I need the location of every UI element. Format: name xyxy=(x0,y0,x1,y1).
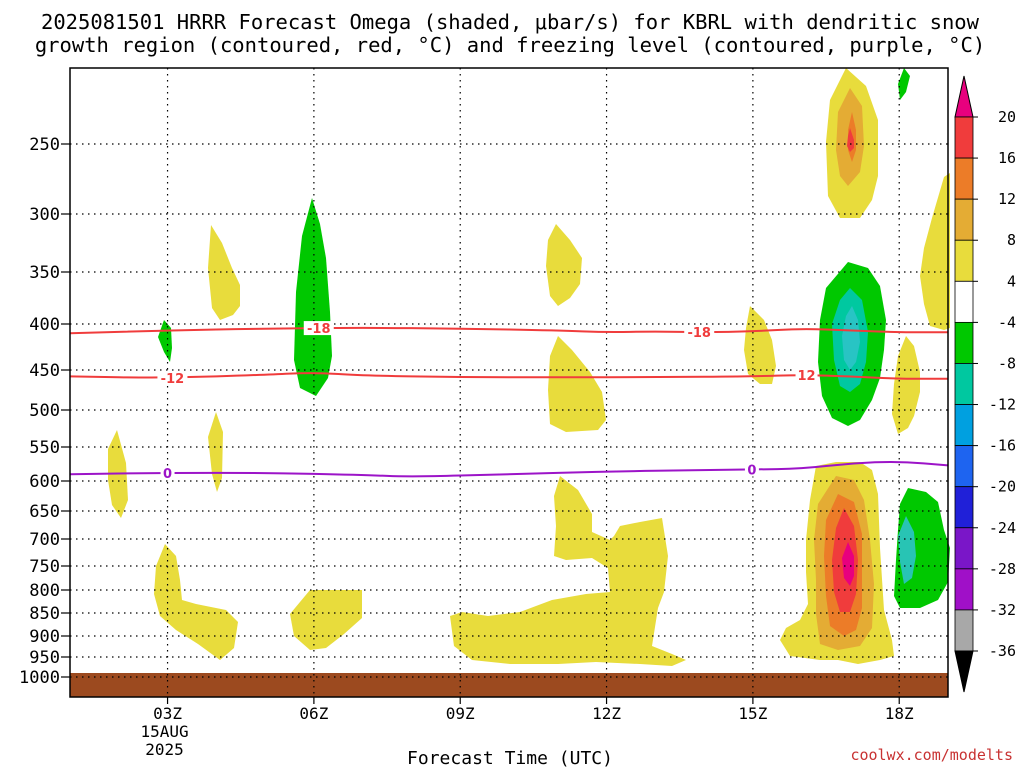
colorbar-swatch-4 xyxy=(954,239,974,282)
colorbar-label-11: -28 xyxy=(989,560,1016,578)
omega-region-26 xyxy=(842,542,854,586)
x-axis-label: Forecast Time (UTC) xyxy=(407,748,613,768)
omega-region-2 xyxy=(158,320,172,362)
contour-line-0 xyxy=(69,326,948,335)
contour-line-2 xyxy=(69,460,949,478)
colorbar-label-0: 20 xyxy=(998,108,1016,126)
contour-label-1-1: 12 xyxy=(797,369,815,384)
colorbar-label-13: -36 xyxy=(989,642,1016,660)
colorbar-swatch-1 xyxy=(954,116,974,159)
y-tick-label-750: 750 xyxy=(29,557,60,577)
contour-label-0-0: -18 xyxy=(307,322,331,337)
grid-lines xyxy=(70,68,948,697)
y-tick-label-300: 300 xyxy=(29,205,60,225)
x-tick-sublabel-0: 15AUG xyxy=(140,722,188,741)
x-tick-label-12Z: 12Z xyxy=(592,704,621,723)
colorbar-label-5: -4 xyxy=(998,313,1016,331)
y-tick-label-550: 550 xyxy=(29,438,60,458)
chart-title-line2: growth region (contoured, red, °C) and f… xyxy=(35,33,985,57)
colorbar-label-7: -12 xyxy=(989,396,1016,414)
omega-region-7 xyxy=(290,590,362,650)
omega-region-16 xyxy=(898,68,910,100)
omega-region-10 xyxy=(450,476,686,666)
colorbar-label-8: -16 xyxy=(989,437,1016,455)
y-tick-label-350: 350 xyxy=(29,263,60,283)
contour-label-2-1: 0 xyxy=(747,463,756,478)
omega-region-6 xyxy=(294,198,332,396)
y-tick-label-650: 650 xyxy=(29,502,60,522)
colorbar-label-6: -8 xyxy=(998,354,1016,372)
colorbar-label-1: 16 xyxy=(998,149,1016,167)
x-tick-label-06Z: 06Z xyxy=(299,704,328,723)
y-tick-label-600: 600 xyxy=(29,472,60,492)
omega-colorbar: 20 16 12 8 4 -4 -8 -12 -16 -20 -24 -28 -32 -36 xyxy=(954,75,1016,693)
omega-region-19 xyxy=(842,306,860,370)
contour-label-0-1: -18 xyxy=(687,326,711,341)
y-tick-label-450: 450 xyxy=(29,361,60,381)
colorbar-swatch-13 xyxy=(954,609,974,652)
colorbar-swatch-6 xyxy=(954,321,974,364)
y-axis-pressure: 250 300 350 400 450 500 550 600 650 700 750 800 850 9… xyxy=(19,135,70,688)
x-tick-label-15Z: 15Z xyxy=(738,704,767,723)
omega-region-15 xyxy=(847,128,854,152)
colorbar-swatch-7 xyxy=(954,363,974,405)
omega-region-20 xyxy=(920,173,950,330)
colorbar-top-arrow xyxy=(954,75,974,118)
colorbar-swatch-11 xyxy=(954,527,974,570)
x-tick-sublabel-1: 2025 xyxy=(145,740,184,759)
omega-shading-layer xyxy=(108,68,950,666)
y-tick-label-850: 850 xyxy=(29,604,60,624)
contour-label-bg-2-0 xyxy=(160,465,175,480)
colorbar-label-12: -32 xyxy=(989,601,1016,619)
colorbar-label-9: -20 xyxy=(989,478,1016,496)
credit-text[interactable]: coolwx.com/modelts xyxy=(850,746,1013,764)
colorbar-swatch-3 xyxy=(954,198,974,241)
contour-label-bg-0-0 xyxy=(303,321,334,336)
colorbar-bottom-arrow xyxy=(954,650,974,693)
colorbar-swatch-10 xyxy=(954,486,974,529)
y-tick-label-400: 400 xyxy=(29,315,60,335)
colorbar-swatch-5 xyxy=(954,280,974,323)
colorbar-label-10: -24 xyxy=(989,519,1016,537)
y-tick-label-1000: 1000 xyxy=(19,668,60,688)
plot-frame xyxy=(69,67,949,698)
contour-label-1-0: -12 xyxy=(161,372,185,387)
colorbar-label-2: 12 xyxy=(998,190,1016,208)
y-tick-label-700: 700 xyxy=(29,530,60,550)
y-tick-label-900: 900 xyxy=(29,627,60,647)
colorbar-label-4: 4 xyxy=(1007,272,1016,290)
y-tick-label-800: 800 xyxy=(29,581,60,601)
omega-region-3 xyxy=(208,225,240,320)
omega-region-8 xyxy=(546,224,582,306)
omega-region-28 xyxy=(898,516,916,584)
temperature-contours: -18 -18 -12 12 0 0 xyxy=(69,321,949,482)
chart-title-line1: 2025081501 HRRR Forecast Omega (shaded, … xyxy=(41,10,980,34)
y-tick-label-500: 500 xyxy=(29,401,60,421)
colorbar-swatch-8 xyxy=(954,404,974,447)
x-tick-label-09Z: 09Z xyxy=(446,704,475,723)
x-tick-label-03Z: 03Z xyxy=(153,704,182,723)
y-tick-label-950: 950 xyxy=(29,648,60,668)
y-tick-label-250: 250 xyxy=(29,135,60,155)
colorbar-swatch-9 xyxy=(954,445,974,488)
contour-label-bg-2-1 xyxy=(744,462,759,477)
contour-label-bg-0-1 xyxy=(684,325,715,340)
colorbar-label-3: 8 xyxy=(1007,231,1016,249)
omega-region-21 xyxy=(892,336,920,434)
contour-label-bg-1-1 xyxy=(795,367,818,382)
omega-region-5 xyxy=(154,544,238,660)
x-tick-label-18Z: 18Z xyxy=(885,704,914,723)
colorbar-swatch-2 xyxy=(954,157,974,200)
contour-label-2-0: 0 xyxy=(163,467,172,482)
contour-label-bg-1-0 xyxy=(157,370,188,385)
colorbar-swatch-12 xyxy=(954,568,974,611)
omega-region-11 xyxy=(744,306,776,384)
omega-region-4 xyxy=(208,412,223,492)
omega-region-9 xyxy=(548,336,606,432)
contour-line-1 xyxy=(69,372,948,380)
